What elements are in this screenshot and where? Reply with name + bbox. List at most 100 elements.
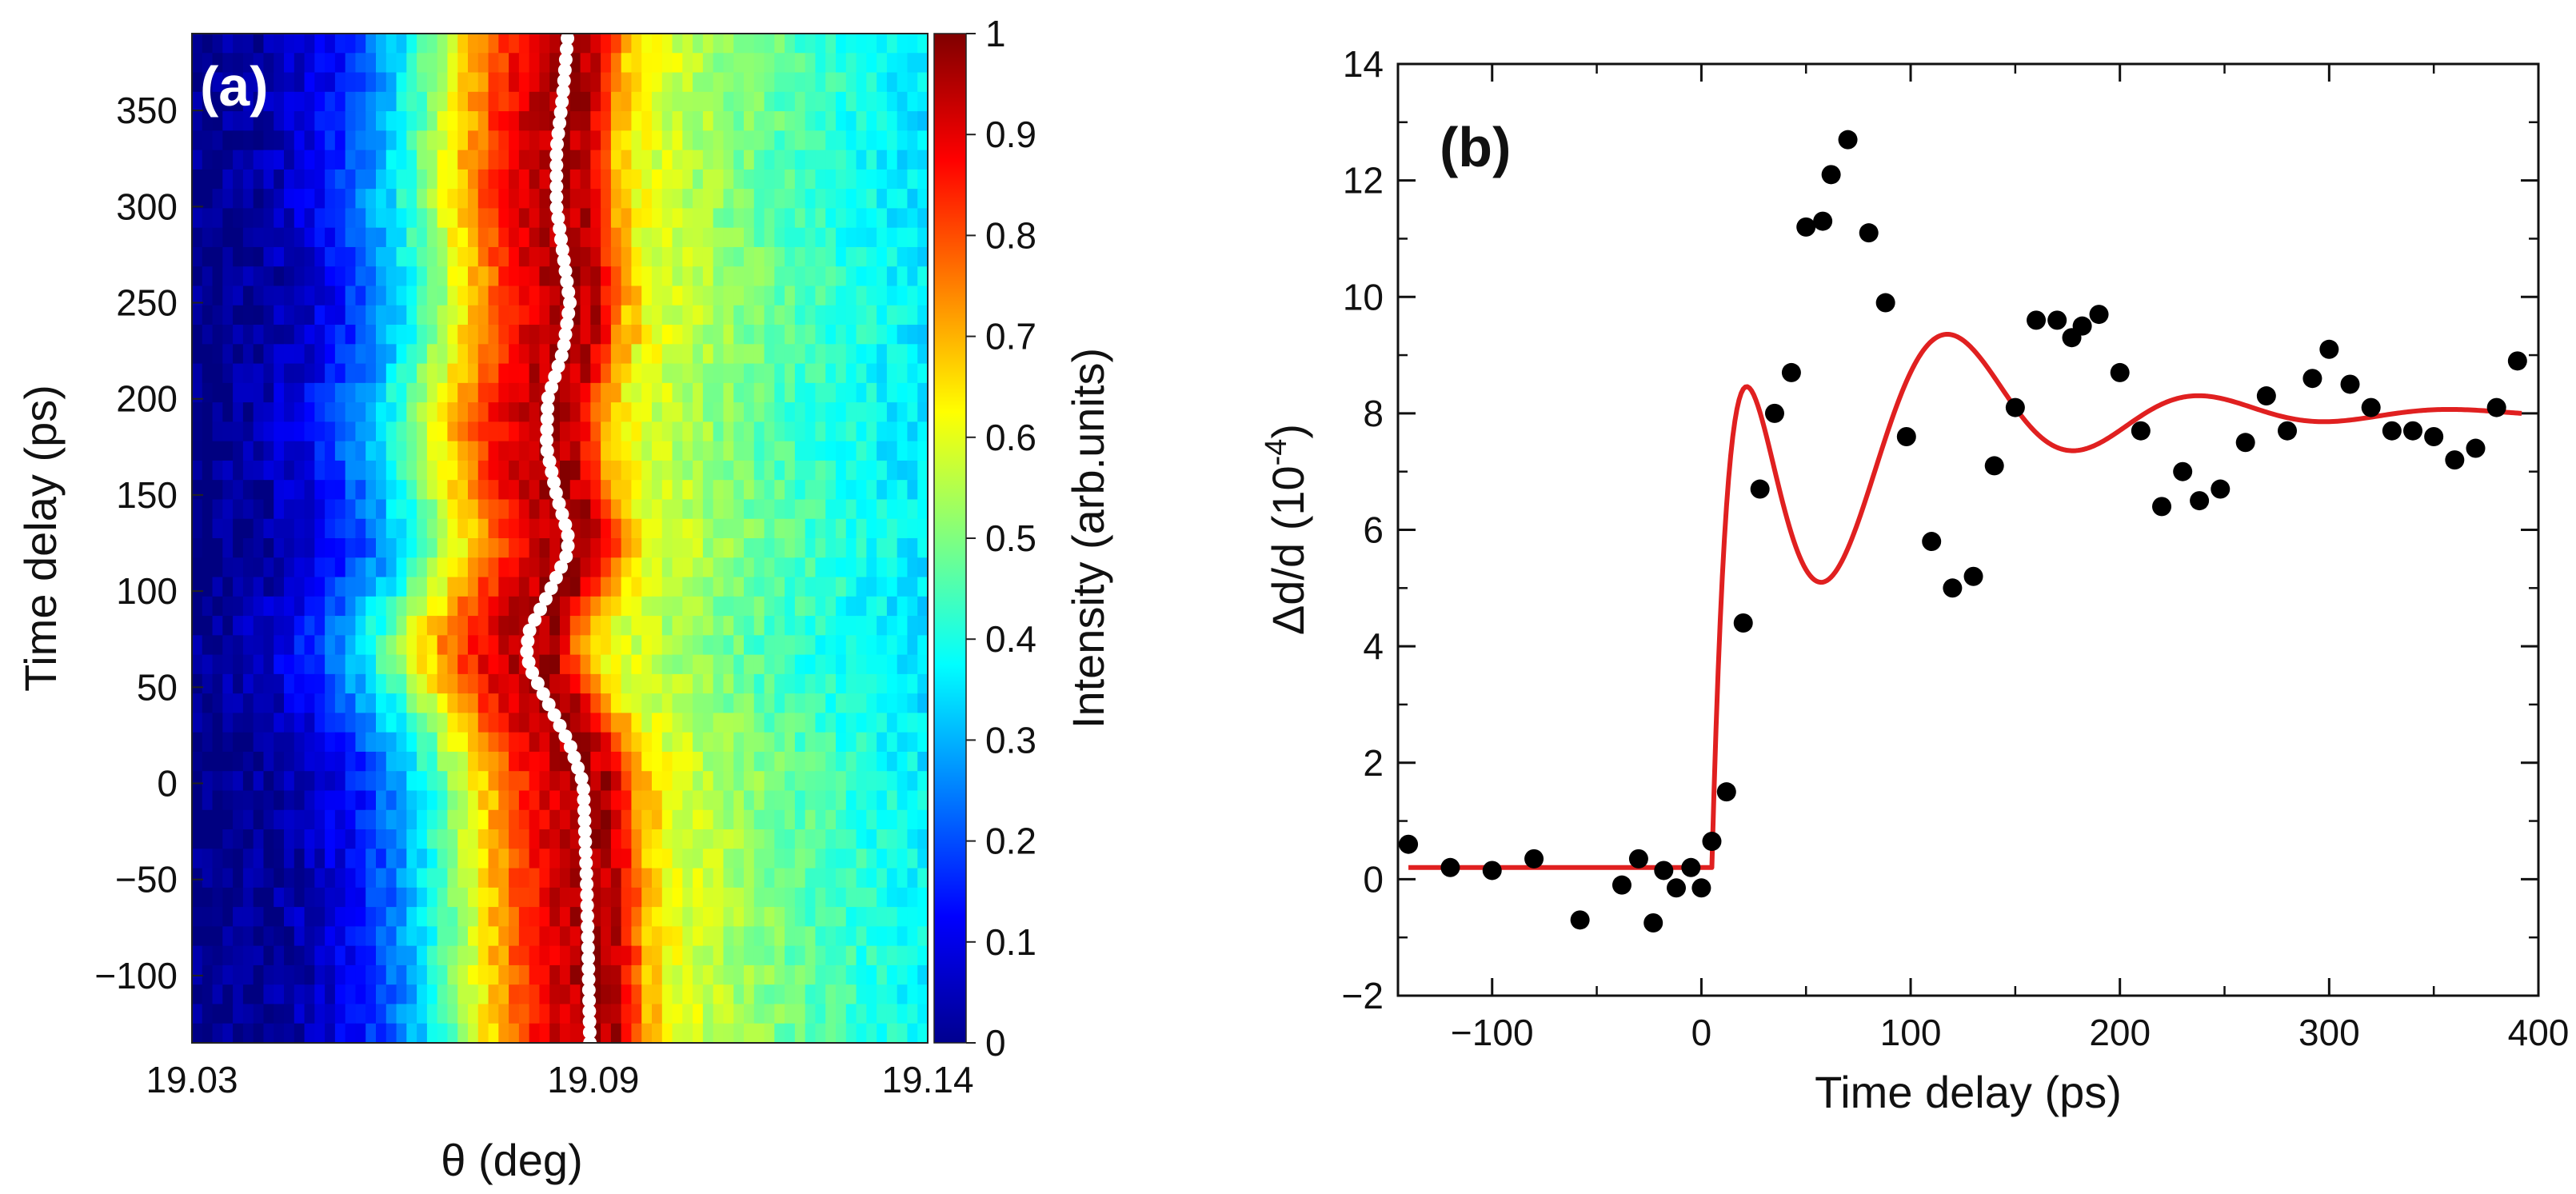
heatmap-cell bbox=[488, 325, 500, 345]
heatmap-cell bbox=[468, 849, 479, 869]
heatmap-cell bbox=[376, 189, 387, 210]
heatmap-cell bbox=[284, 945, 295, 966]
heatmap-cell bbox=[294, 402, 306, 423]
heatmap-cell bbox=[672, 732, 684, 753]
heatmap-cell bbox=[284, 1023, 295, 1043]
heatmap-cell bbox=[886, 363, 898, 384]
heatmap-cell bbox=[723, 169, 735, 190]
heatmap-cell bbox=[314, 732, 325, 753]
heatmap-cell bbox=[590, 130, 601, 151]
heatmap-cell bbox=[242, 227, 254, 248]
heatmap-cell bbox=[284, 829, 295, 850]
heatmap-cell bbox=[212, 421, 224, 442]
heatmap-cell bbox=[590, 266, 601, 287]
heatmap-cell bbox=[202, 751, 214, 773]
peak-trace-dot bbox=[579, 866, 593, 881]
heatmap-cell bbox=[866, 809, 877, 830]
heatmap-cell bbox=[376, 964, 387, 985]
heatmap-cell bbox=[518, 208, 530, 229]
heatmap-cell bbox=[610, 790, 622, 811]
heatmap-cell bbox=[897, 208, 909, 229]
heatmap-cell bbox=[263, 130, 275, 151]
heatmap-cell bbox=[192, 363, 203, 384]
heatmap-cell bbox=[529, 72, 541, 93]
heatmap-cell bbox=[202, 635, 214, 656]
heatmap-cell bbox=[212, 53, 224, 74]
heatmap-cell bbox=[631, 34, 643, 54]
heatmap-cell bbox=[498, 945, 509, 966]
heatmap-cell bbox=[212, 344, 224, 365]
heatmap-cell bbox=[815, 713, 827, 733]
heatmap-cell bbox=[907, 577, 919, 597]
heatmap-cell bbox=[334, 1004, 346, 1024]
heatmap-cell bbox=[263, 673, 275, 694]
heatmap-cell bbox=[385, 441, 397, 461]
heatmap-cell bbox=[723, 111, 735, 132]
heatmap-cell bbox=[396, 305, 408, 325]
data-point bbox=[1943, 578, 1963, 598]
heatmap-cell bbox=[539, 984, 551, 1005]
heatmap-cell bbox=[877, 887, 888, 908]
peak-trace-dot bbox=[580, 898, 594, 912]
heatmap-cell bbox=[233, 907, 244, 928]
heatmap-cell bbox=[682, 91, 693, 112]
heatmap-cell bbox=[601, 616, 612, 637]
heatmap-cell bbox=[468, 208, 479, 229]
data-point bbox=[2110, 362, 2130, 382]
heatmap-cell bbox=[263, 577, 275, 597]
heatmap-cell bbox=[253, 635, 265, 656]
heatmap-cell bbox=[417, 480, 428, 501]
heatmap-cell bbox=[764, 907, 776, 928]
heatmap-cell bbox=[437, 518, 449, 539]
heatmap-cell bbox=[457, 189, 469, 210]
heatmap-cell bbox=[836, 382, 847, 403]
heatmap-cell bbox=[723, 964, 735, 985]
heatmap-cell bbox=[744, 382, 755, 403]
heatmap-cell bbox=[845, 1004, 857, 1024]
heatmap-cell bbox=[907, 926, 919, 947]
heatmap-cell bbox=[457, 926, 469, 947]
heatmap-cell bbox=[304, 1023, 316, 1043]
heatmap-cell bbox=[365, 693, 377, 714]
heatmap-cell bbox=[263, 693, 275, 714]
heatmap-cell bbox=[396, 654, 408, 675]
heatmap-cell bbox=[560, 673, 571, 694]
heatmap-cell bbox=[713, 1023, 725, 1043]
heatmap-cell bbox=[866, 693, 877, 714]
heatmap-cell bbox=[242, 557, 254, 578]
heatmap-cell bbox=[498, 286, 509, 306]
heatmap-cell bbox=[774, 72, 785, 93]
heatmap-cell bbox=[774, 227, 785, 248]
heatmap-cell bbox=[192, 266, 203, 287]
heatmap-cell bbox=[886, 868, 898, 889]
heatmap-cell bbox=[753, 480, 765, 501]
heatmap-cell bbox=[242, 1004, 254, 1024]
heatmap-cell bbox=[509, 751, 520, 773]
heatmap-cell bbox=[907, 72, 919, 93]
heatmap-cell bbox=[325, 325, 336, 345]
heatmap-cell bbox=[631, 227, 643, 248]
heatmap-cell bbox=[560, 829, 571, 850]
heatmap-cell bbox=[836, 286, 847, 306]
heatmap-cell bbox=[897, 751, 909, 773]
heatmap-cell bbox=[233, 266, 244, 287]
heatmap-cell bbox=[805, 53, 817, 74]
heatmap-cell bbox=[355, 441, 367, 461]
heatmap-cell bbox=[764, 616, 776, 637]
heatmap-cell bbox=[794, 713, 806, 733]
heatmap-cell bbox=[345, 189, 357, 210]
heatmap-cell bbox=[744, 654, 755, 675]
heatmap-cell bbox=[549, 596, 561, 617]
heatmap-cell bbox=[631, 266, 643, 287]
heatmap-cell bbox=[652, 208, 663, 229]
heatmap-cell bbox=[569, 926, 581, 947]
heatmap-cell bbox=[242, 189, 254, 210]
heatmap-cell bbox=[263, 266, 275, 287]
heatmap-cell bbox=[376, 34, 387, 54]
heatmap-cell bbox=[744, 868, 755, 889]
heatmap-cell bbox=[477, 91, 489, 112]
heatmap-cell bbox=[702, 654, 714, 675]
heatmap-cell bbox=[836, 887, 847, 908]
heatmap-cell bbox=[355, 402, 367, 423]
y-label-exponent: -4 bbox=[1260, 439, 1293, 466]
